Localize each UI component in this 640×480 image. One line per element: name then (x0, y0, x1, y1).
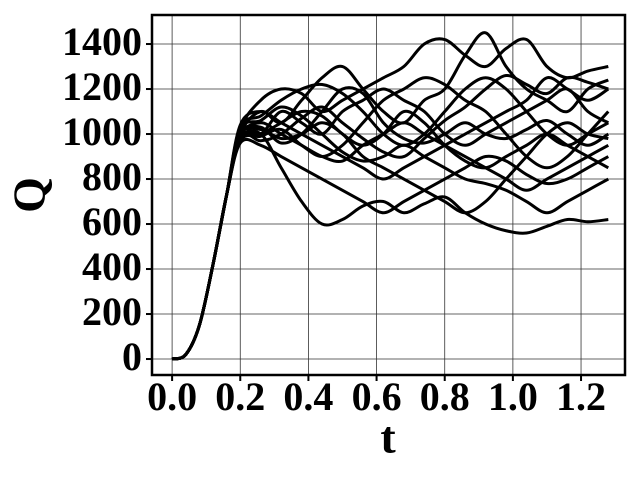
trajectory-line (171, 129, 609, 361)
x-tick-label: 0.6 (352, 374, 402, 419)
x-tick-label: 0.2 (215, 374, 265, 419)
y-tick-label: 200 (82, 289, 142, 334)
x-tick-label: 0.8 (420, 374, 470, 419)
y-tick-label: 800 (82, 154, 142, 199)
x-axis-label: t (380, 412, 396, 463)
trajectory-line (171, 74, 609, 361)
x-tick-label: 1.0 (488, 374, 538, 419)
y-tick-label: 400 (82, 244, 142, 289)
y-tick-label: 0 (122, 334, 142, 379)
trajectory-line (171, 37, 609, 361)
x-tick-label: 1.2 (556, 374, 606, 419)
y-axis-label: Q (4, 177, 55, 213)
plot-frame (150, 13, 627, 377)
y-tick-label: 1200 (62, 64, 142, 109)
y-tick-label: 1000 (62, 109, 142, 154)
y-tick-label: 600 (82, 199, 142, 244)
y-tick-label: 1400 (62, 19, 142, 64)
x-tick-label: 0.4 (283, 374, 333, 419)
x-tick-label: 0.0 (147, 374, 197, 419)
trajectory-line (171, 121, 610, 361)
trajectory-line (171, 121, 609, 361)
